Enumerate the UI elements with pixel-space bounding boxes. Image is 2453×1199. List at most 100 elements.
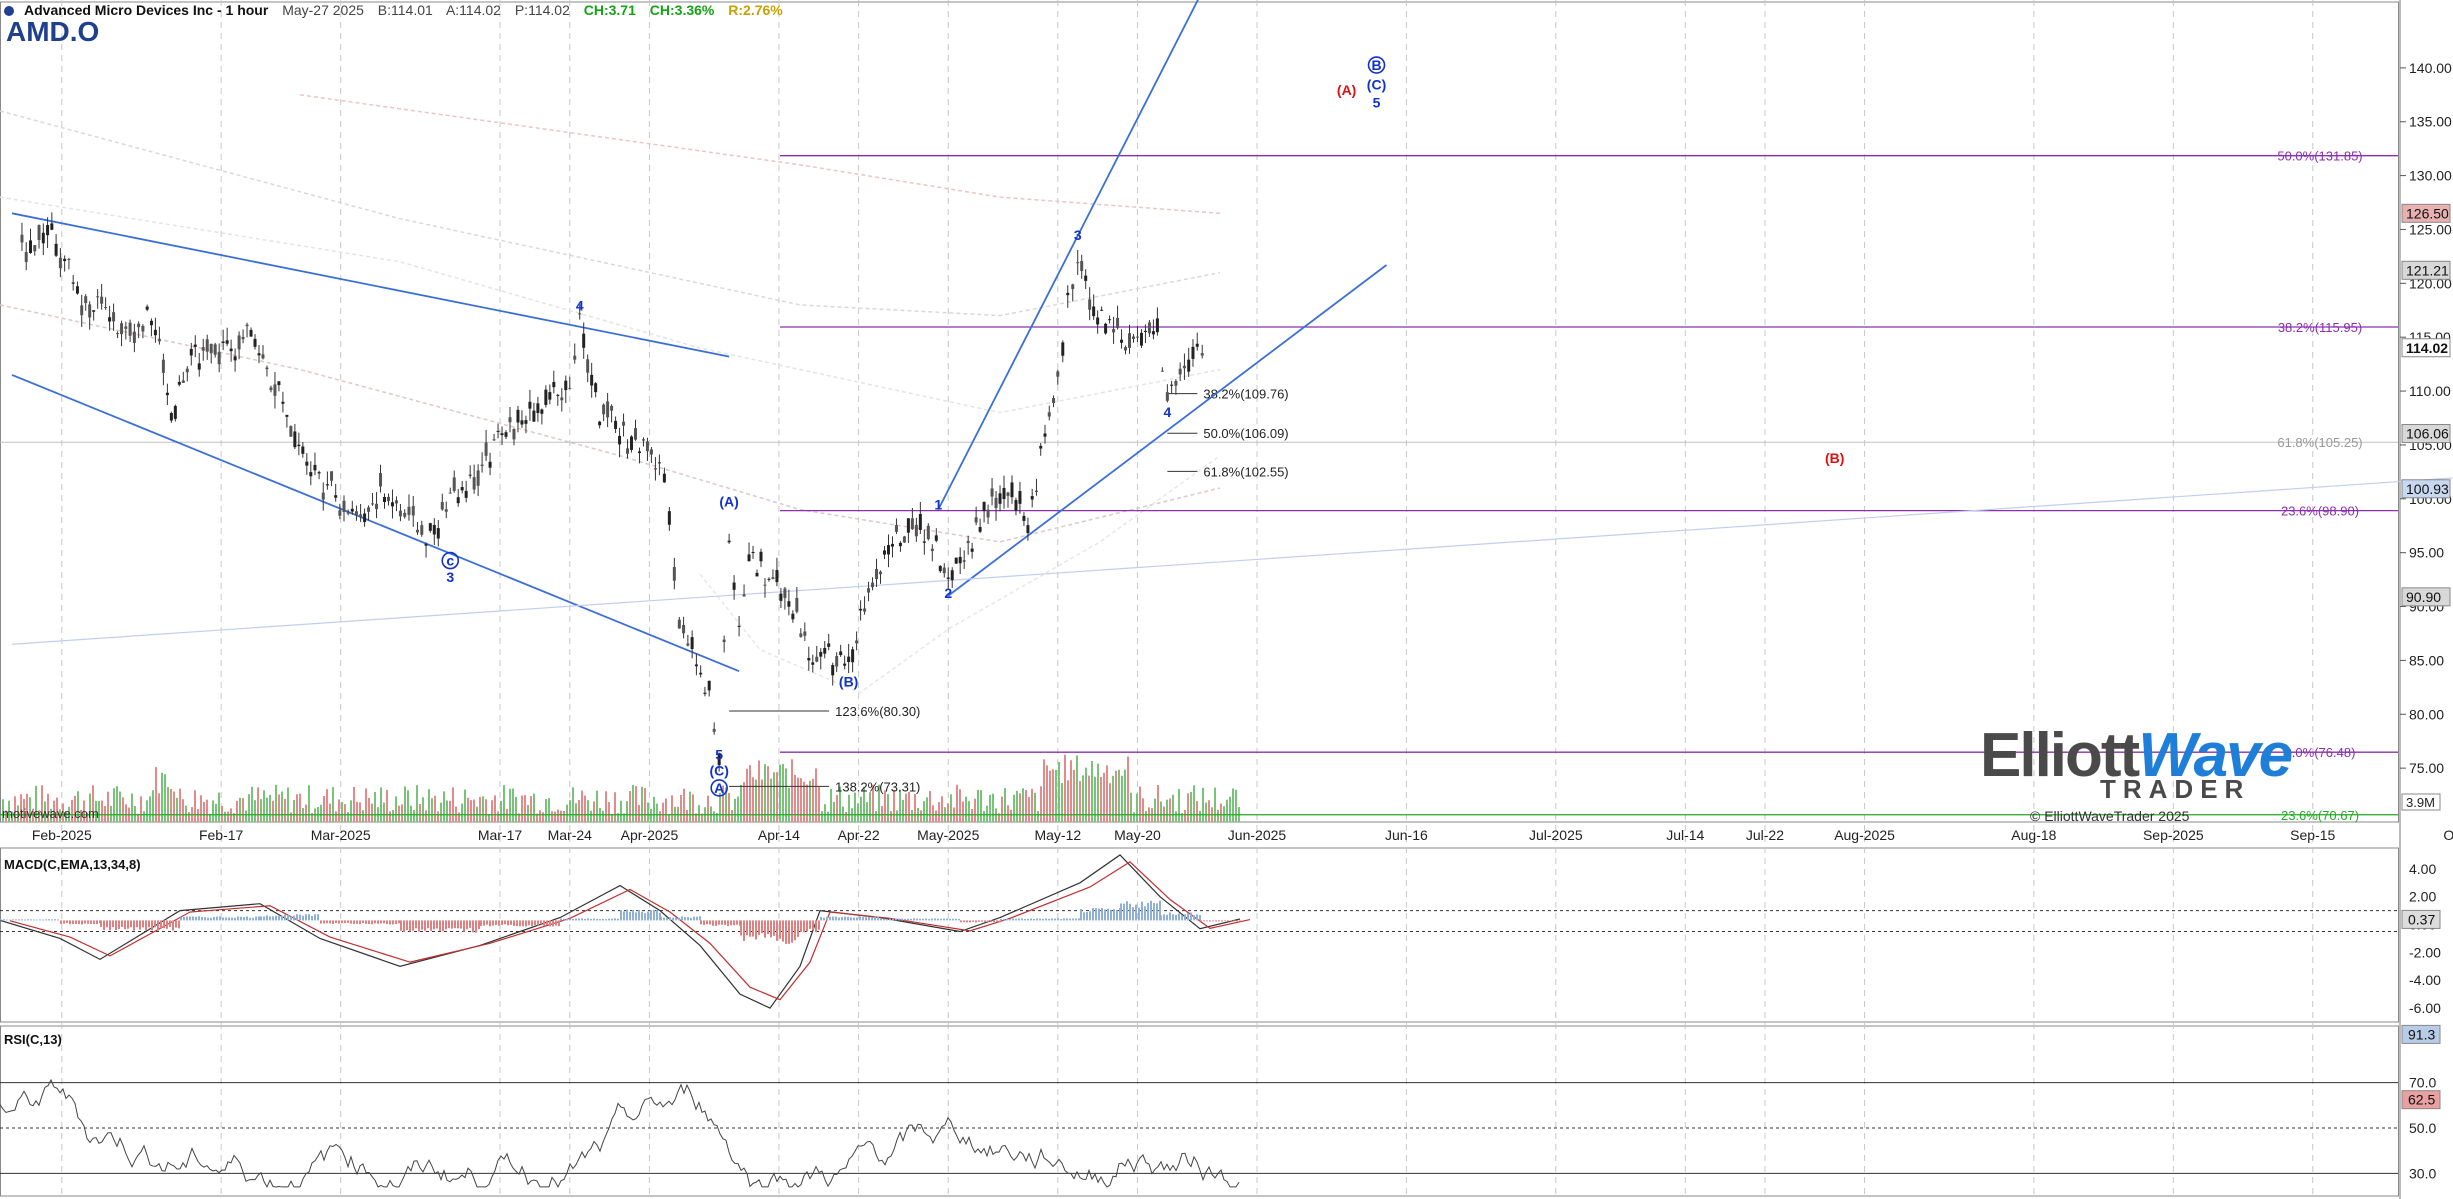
macd-histogram-bar <box>1107 908 1109 921</box>
price-tag-box <box>2401 479 2451 499</box>
volume-bar <box>110 805 112 822</box>
candle-body <box>573 355 577 360</box>
volume-bar <box>215 803 217 822</box>
macd-histogram-bar <box>1060 919 1062 921</box>
volume-bar <box>914 793 916 822</box>
candle-body <box>694 664 698 667</box>
macd-histogram-bar <box>883 918 885 921</box>
candle-body <box>269 387 273 390</box>
volume-bar <box>356 801 358 822</box>
volume-bar <box>596 790 598 822</box>
macd-histogram-bar <box>724 920 726 926</box>
candle-body <box>253 338 257 347</box>
volume-bar <box>560 810 562 822</box>
macd-histogram-bar <box>480 920 482 927</box>
macd-histogram-bar <box>706 920 708 925</box>
rsi-panel-label: RSI(C,13) <box>4 1032 62 1047</box>
candle-body <box>954 557 958 564</box>
candle-body <box>1066 292 1070 296</box>
candle-body <box>859 608 863 611</box>
candle-body <box>520 420 524 425</box>
macd-histogram-bar <box>260 916 262 921</box>
fib-level-label: 23.6%(98.90) <box>2281 504 2359 519</box>
volume-bar <box>98 800 100 822</box>
candle-body <box>124 326 128 329</box>
volume-bar <box>1064 754 1066 822</box>
candle-body <box>950 570 954 581</box>
volume-bar <box>584 795 586 822</box>
volume-bar <box>593 801 595 822</box>
macd-histogram-bar <box>669 917 671 921</box>
volume-bar <box>50 808 52 822</box>
macd-histogram-bar <box>859 916 861 921</box>
candle-body <box>416 529 420 533</box>
macd-histogram-bar <box>442 920 444 932</box>
macd-histogram-bar <box>1215 920 1217 922</box>
macd-histogram-bar <box>350 920 352 924</box>
wave-label: B <box>1371 57 1381 73</box>
volume-bar <box>257 787 259 822</box>
volume-bar <box>269 794 271 822</box>
price-tag-box <box>2401 203 2451 223</box>
volume-bar <box>812 778 814 822</box>
macd-histogram-bar <box>201 917 203 921</box>
candle-body <box>682 624 686 634</box>
volume-bar <box>41 785 43 822</box>
macd-histogram-bar <box>1227 920 1229 922</box>
macd-histogram-bar <box>820 916 822 921</box>
macd-histogram-bar <box>100 920 102 927</box>
macd-histogram-bar <box>1024 919 1026 921</box>
y-tick-label: 85.00 <box>2409 652 2444 668</box>
volume-bar <box>407 790 409 822</box>
rsi-tag: 62.5 <box>2408 1092 2435 1108</box>
macd-histogram-bar <box>1147 903 1149 921</box>
candle-body <box>1014 500 1018 511</box>
volume-bar <box>566 804 568 822</box>
volume-bar <box>590 810 592 822</box>
macd-histogram-bar <box>463 920 465 932</box>
volume-bar <box>896 810 898 822</box>
macd-histogram-bar <box>311 916 313 921</box>
volume-bar <box>632 785 634 822</box>
volume-bar <box>617 813 619 822</box>
chart-header: Advanced Micro Devices Inc - 1 hour May-… <box>4 2 793 18</box>
volume-bar <box>728 792 730 822</box>
macd-histogram-bar <box>1132 907 1134 921</box>
macd-histogram-bar <box>460 920 462 929</box>
macd-histogram-bar <box>263 916 265 921</box>
macd-histogram-bar <box>216 916 218 921</box>
macd-histogram-bar <box>746 920 748 936</box>
volume-bar <box>698 805 700 822</box>
macd-histogram-bar <box>320 920 322 924</box>
candle-body <box>484 442 488 456</box>
volume-bar <box>275 784 277 822</box>
volume-bar <box>941 796 943 822</box>
macd-histogram-bar <box>418 920 420 932</box>
volume-bar <box>620 800 622 822</box>
candle-body <box>707 680 711 691</box>
volume-bar <box>1190 791 1192 822</box>
volume-bar <box>809 780 811 822</box>
volume-bar <box>1067 780 1069 822</box>
volume-bar <box>182 799 184 822</box>
macd-histogram-bar <box>800 920 802 932</box>
macd-histogram-bar <box>75 920 77 924</box>
volume-bar <box>1139 786 1141 822</box>
macd-histogram-bar <box>400 920 402 931</box>
macd-histogram-bar <box>516 920 518 926</box>
volume-bar <box>5 810 7 822</box>
macd-histogram-bar <box>9 919 11 921</box>
volume-bar <box>1220 803 1222 822</box>
candle-body <box>974 517 978 523</box>
volume-bar <box>1193 785 1195 822</box>
macd-histogram-bar <box>700 920 702 925</box>
wave-label-circle <box>1367 56 1386 74</box>
candle-body <box>492 439 496 441</box>
volume-bar <box>1007 805 1009 822</box>
candle-body <box>835 656 839 667</box>
candle-body <box>1135 336 1139 338</box>
macd-histogram-bar <box>1239 920 1241 922</box>
volume-bar <box>1217 809 1219 822</box>
macd-histogram-bar <box>803 920 805 933</box>
